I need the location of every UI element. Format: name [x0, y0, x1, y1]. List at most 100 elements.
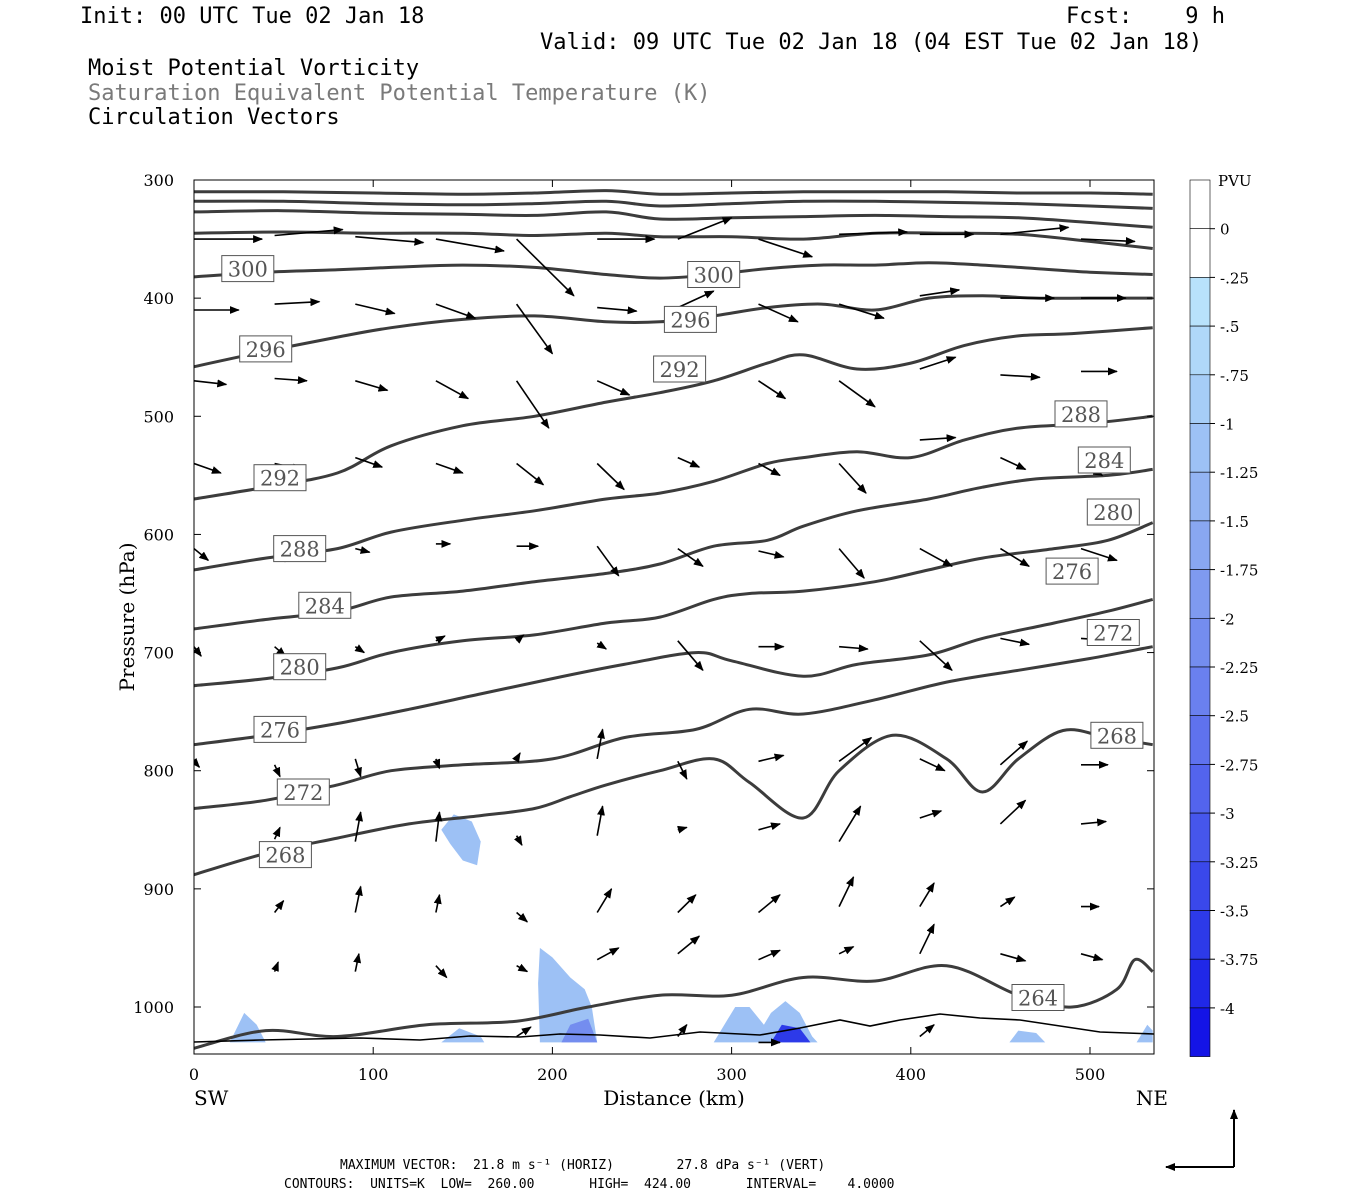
circulation-vector: [434, 811, 443, 842]
circulation-vector: [758, 822, 781, 831]
circulation-vector: [435, 462, 464, 474]
contour-label: 288: [1054, 400, 1108, 428]
contour-labels-layer: 300 300 296 296 292 292 288 284 280 288 276 284 272 2…: [221, 255, 1144, 1011]
contour-label-text: 268: [1097, 724, 1137, 748]
circulation-vector: [919, 882, 935, 908]
circulation-vector: [194, 547, 210, 562]
circulation-vector: [272, 764, 281, 778]
circulation-vector: [596, 888, 613, 913]
circulation-vector: [838, 548, 865, 579]
init-time: Init: 00 UTC Tue 02 Jan 18: [80, 4, 425, 29]
contour-label: 272: [276, 778, 330, 806]
circulation-vector: [999, 896, 1016, 908]
field-title-pv: Moist Potential Vorticity: [88, 56, 420, 81]
circulation-vector: [515, 380, 550, 429]
contour-label: 300: [687, 261, 741, 288]
contour-label: 268: [1090, 721, 1144, 749]
circulation-vector: [838, 303, 885, 320]
circulation-vector: [433, 893, 442, 913]
circulation-vector: [839, 228, 909, 237]
field-title-theta: Saturation Equivalent Potential Temperat…: [88, 81, 711, 106]
circulation-vector: [919, 287, 961, 297]
colorbar-label: -3.5: [1220, 903, 1249, 921]
contour-label: 264: [1011, 984, 1065, 1011]
colorbar-swatch: [1189, 277, 1211, 327]
y-axis-label: Pressure (hPa): [115, 543, 139, 692]
pv-region-1: [538, 947, 598, 1043]
contour-label-text: 280: [1093, 501, 1133, 525]
circulation-vector: [354, 758, 362, 778]
colorbar-swatch: [1189, 812, 1211, 863]
circulation-vector: [516, 963, 529, 973]
pv-colorbar: 0 -.25 -.5 -.75 -1 -1.25 -1.5 -1.75 -2 -2.25 -2.5 -…: [1189, 179, 1258, 1057]
x-end-ne: NE: [1136, 1086, 1168, 1110]
circulation-vector: [516, 462, 545, 486]
circulation-vector: [1000, 953, 1027, 963]
contour-label: 288: [273, 535, 327, 563]
circulation-vector: [758, 238, 814, 258]
colorbar-label: -3.25: [1220, 854, 1258, 872]
circulation-vector: [838, 736, 873, 762]
circulation-vector: [596, 947, 620, 961]
x-tick-label: 100: [358, 1065, 389, 1084]
x-tick-label: 200: [537, 1065, 568, 1084]
circulation-vector: [597, 306, 638, 315]
circulation-vector: [274, 376, 308, 385]
contour-label: 280: [1086, 498, 1140, 526]
colorbar-swatch: [1189, 423, 1211, 473]
circulation-vector: [999, 740, 1029, 766]
circulation-vector: [596, 462, 625, 491]
circulation-vector: [274, 298, 321, 307]
colorbar-swatch: [1189, 861, 1211, 911]
colorbar-label: -4: [1220, 1000, 1235, 1018]
circulation-vector: [758, 753, 785, 763]
contour-label: 292: [253, 464, 307, 492]
colorbar-swatch: [1189, 179, 1211, 230]
circulation-vector: [919, 547, 953, 568]
colorbar-label: -1.5: [1220, 513, 1249, 531]
circulation-vector: [513, 835, 523, 846]
circulation-vector: [194, 757, 201, 768]
circulation-vector: [1080, 953, 1104, 962]
circulation-vector: [677, 894, 697, 914]
colorbar-swatch: [1189, 325, 1211, 376]
circulation-vector: [596, 640, 608, 650]
theta-contour-304: [194, 230, 1153, 250]
contour-label-text: 300: [694, 264, 734, 288]
theta-contour-308: [194, 209, 1153, 229]
circulation-vector: [677, 935, 701, 955]
colorbar-label: -3.75: [1220, 951, 1258, 969]
colorbar-swatch: [1189, 1007, 1211, 1057]
circulation-vector: [758, 462, 781, 477]
theta-contour-292: [194, 326, 1153, 501]
circulation-vector: [355, 546, 371, 554]
circulation-vector: [838, 945, 855, 955]
contour-label-text: 276: [260, 718, 300, 742]
contour-label: 276: [253, 715, 307, 743]
contour-label: 276: [1045, 557, 1099, 585]
colorbar-label: -.25: [1220, 269, 1249, 287]
circulation-vector: [1080, 237, 1136, 246]
y-tick-label: 1000: [133, 998, 174, 1017]
circulation-vector: [596, 728, 605, 760]
circulation-vector: [758, 380, 787, 400]
circulation-vectors-layer: [194, 217, 1136, 1047]
circulation-vector: [839, 644, 869, 653]
theta-contour-276: [194, 597, 1154, 747]
circulation-vector: [758, 303, 799, 323]
circulation-vector: [354, 811, 364, 842]
x-tick-label: 500: [1075, 1065, 1106, 1084]
circulation-vector: [354, 644, 366, 654]
contour-label-text: 272: [283, 781, 323, 805]
circulation-vector: [596, 380, 631, 396]
contour-label: 284: [1077, 446, 1131, 474]
y-tick-label: 300: [143, 171, 174, 190]
theta-contour-312: [194, 199, 1153, 210]
colorbar-label: -3: [1220, 805, 1235, 823]
theta-contour-284: [194, 467, 1153, 631]
contour-label-text: 292: [260, 467, 300, 491]
circulation-vector: [758, 550, 785, 559]
circulation-vector: [516, 1026, 532, 1038]
circulation-vector: [919, 758, 946, 772]
